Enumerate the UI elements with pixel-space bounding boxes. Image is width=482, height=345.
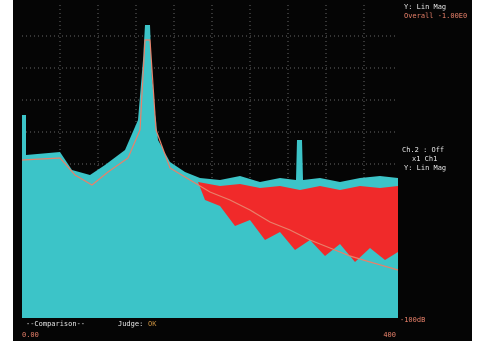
footer-judge-value: OK [148,320,157,328]
footer-mode: --Comparison-- [26,320,85,328]
panel-text: -100dB [400,316,425,324]
panel-text: x1 Ch1 [412,155,437,163]
footer-judge-label: Judge: [118,320,143,328]
difference-fill [198,182,398,262]
panel-text: Y: Lin Mag [404,164,446,172]
x-axis-start: 0.00 [22,331,39,339]
panel-text: Ch.2 : Off [402,146,444,154]
reference-trace [21,39,399,271]
x-axis-end: 400 [383,331,396,339]
spectrum-fill [22,25,398,318]
panel-text: Y: Lin Mag [404,3,446,11]
panel-text: Overall -1.00E0 [404,12,467,20]
